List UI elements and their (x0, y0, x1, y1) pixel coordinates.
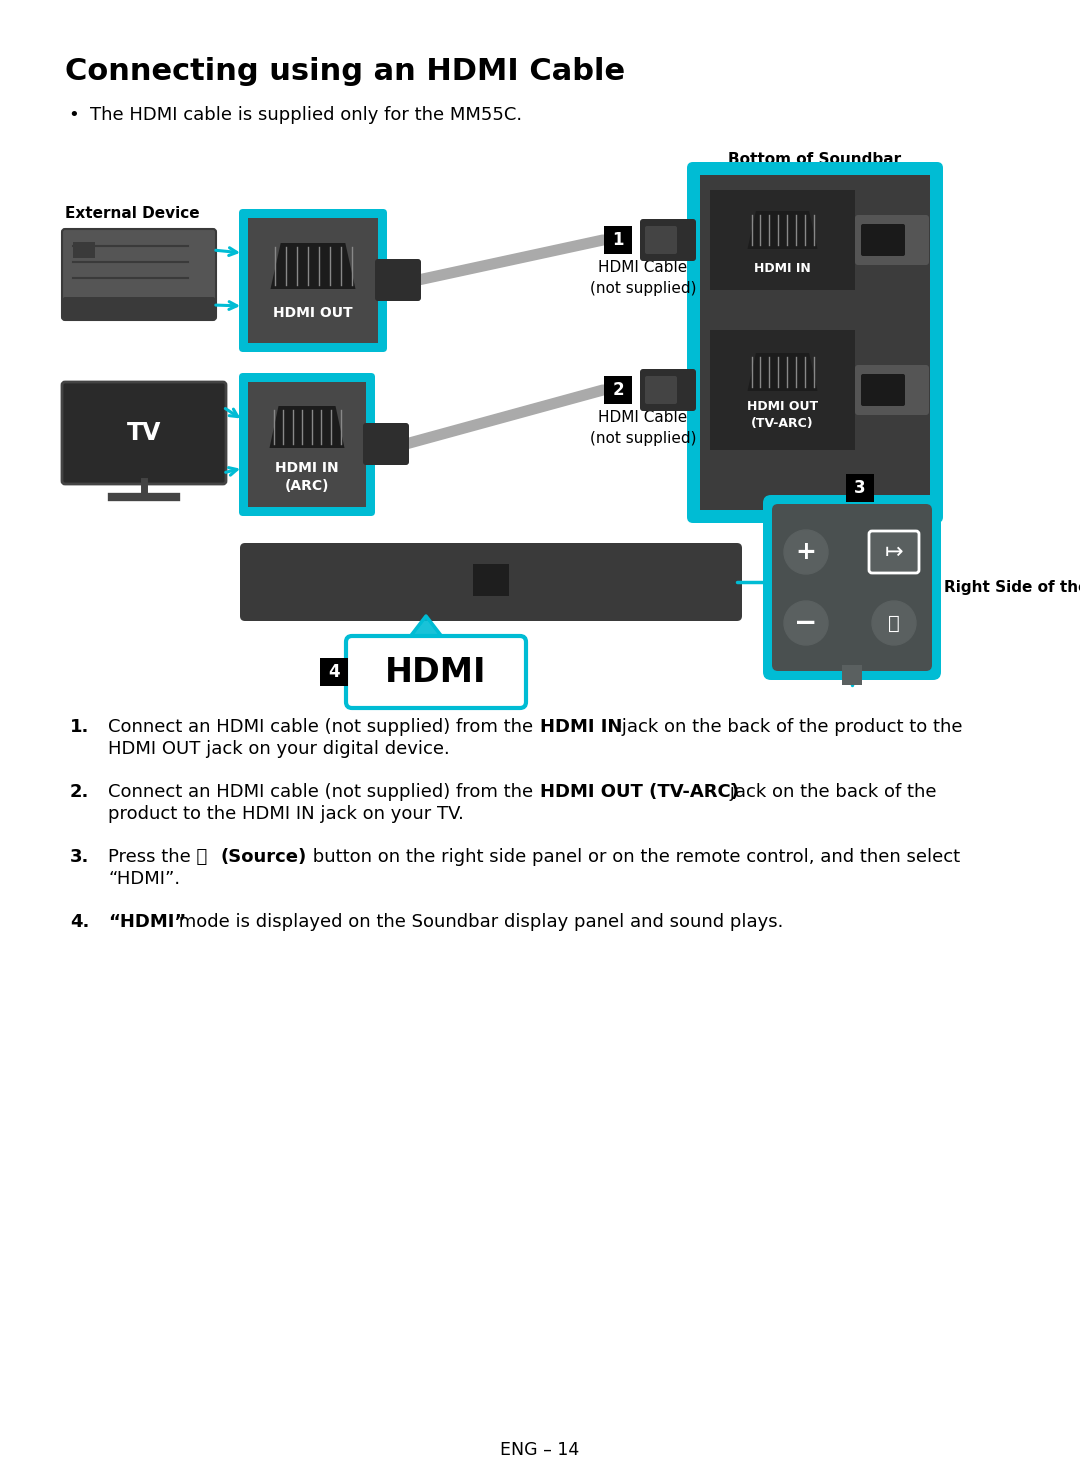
Text: Bottom of Soundbar: Bottom of Soundbar (728, 152, 902, 167)
Text: 2: 2 (612, 382, 624, 399)
FancyBboxPatch shape (855, 214, 929, 265)
Text: HDMI IN
(ARC): HDMI IN (ARC) (275, 461, 339, 493)
Text: 1: 1 (612, 231, 624, 248)
Bar (473, 563, 509, 596)
Bar (604, 226, 632, 254)
Polygon shape (406, 615, 446, 643)
Text: •: • (68, 106, 79, 124)
Bar (842, 666, 862, 685)
Polygon shape (747, 353, 818, 390)
Text: +: + (796, 540, 816, 563)
Text: 1.: 1. (70, 717, 90, 737)
Text: TV: TV (126, 422, 161, 445)
Bar (73, 243, 95, 257)
Text: HDMI Cable
(not supplied): HDMI Cable (not supplied) (590, 410, 697, 447)
Bar (700, 175, 930, 510)
Text: 3.: 3. (70, 847, 90, 867)
Text: HDMI IN: HDMI IN (540, 717, 622, 737)
Text: ⏻: ⏻ (888, 614, 900, 633)
FancyBboxPatch shape (687, 163, 943, 524)
Text: 4.: 4. (70, 913, 90, 930)
FancyBboxPatch shape (640, 219, 696, 260)
Bar (846, 473, 874, 501)
Circle shape (872, 600, 916, 645)
Text: mode is displayed on the Soundbar display panel and sound plays.: mode is displayed on the Soundbar displa… (173, 913, 783, 930)
FancyBboxPatch shape (640, 368, 696, 411)
Text: Press the Ⓢ: Press the Ⓢ (108, 847, 213, 867)
Text: Connect an HDMI cable (not supplied) from the: Connect an HDMI cable (not supplied) fro… (108, 782, 539, 802)
Text: “HDMI”.: “HDMI”. (108, 870, 180, 887)
Polygon shape (747, 211, 818, 248)
Text: HDMI IN: HDMI IN (754, 262, 811, 275)
Text: Right Side of the Soundbar: Right Side of the Soundbar (944, 580, 1080, 595)
FancyBboxPatch shape (762, 495, 941, 680)
FancyBboxPatch shape (855, 365, 929, 416)
Text: 3: 3 (854, 479, 866, 497)
Bar (604, 376, 632, 404)
FancyBboxPatch shape (861, 223, 905, 256)
Text: The HDMI cable is supplied only for the MM55C.: The HDMI cable is supplied only for the … (90, 106, 522, 124)
Text: (Source): (Source) (220, 847, 307, 867)
Text: jack on the back of the: jack on the back of the (724, 782, 936, 802)
Text: HDMI OUT
(TV-ARC): HDMI OUT (TV-ARC) (747, 401, 818, 429)
FancyBboxPatch shape (861, 374, 905, 407)
Text: jack on the back of the product to the: jack on the back of the product to the (616, 717, 962, 737)
FancyBboxPatch shape (62, 382, 226, 484)
FancyBboxPatch shape (645, 226, 677, 254)
FancyBboxPatch shape (346, 636, 526, 708)
Circle shape (784, 600, 828, 645)
Text: product to the HDMI IN jack on your TV.: product to the HDMI IN jack on your TV. (108, 805, 464, 822)
Polygon shape (270, 407, 345, 448)
Text: Connecting using an HDMI Cable: Connecting using an HDMI Cable (65, 58, 625, 86)
Text: HDMI Cable
(not supplied): HDMI Cable (not supplied) (590, 260, 697, 296)
FancyBboxPatch shape (62, 229, 216, 319)
Text: button on the right side panel or on the remote control, and then select: button on the right side panel or on the… (308, 847, 960, 867)
Text: HDMI OUT (TV-ARC): HDMI OUT (TV-ARC) (540, 782, 739, 802)
Text: 4: 4 (328, 663, 340, 680)
Bar (248, 382, 366, 507)
Bar (710, 330, 855, 450)
FancyBboxPatch shape (363, 423, 409, 464)
Bar (248, 217, 378, 343)
FancyBboxPatch shape (772, 504, 932, 671)
Text: HDMI: HDMI (386, 655, 487, 689)
Polygon shape (270, 243, 355, 288)
Text: 2.: 2. (70, 782, 90, 802)
Text: External Device: External Device (65, 207, 200, 222)
Bar (710, 189, 855, 290)
FancyBboxPatch shape (239, 373, 375, 516)
Text: Connect an HDMI cable (not supplied) from the: Connect an HDMI cable (not supplied) fro… (108, 717, 539, 737)
FancyBboxPatch shape (239, 209, 387, 352)
Text: −: − (795, 609, 818, 637)
Text: ENG – 14: ENG – 14 (500, 1441, 580, 1458)
FancyBboxPatch shape (346, 636, 526, 708)
Text: “HDMI”: “HDMI” (108, 913, 186, 930)
Text: HDMI OUT jack on your digital device.: HDMI OUT jack on your digital device. (108, 740, 449, 759)
Text: HDMI OUT: HDMI OUT (273, 306, 353, 319)
FancyBboxPatch shape (240, 543, 742, 621)
FancyBboxPatch shape (869, 531, 919, 572)
Circle shape (784, 529, 828, 574)
Text: ↦: ↦ (885, 541, 903, 562)
FancyBboxPatch shape (375, 259, 421, 302)
Bar (320, 658, 348, 686)
FancyBboxPatch shape (63, 297, 215, 319)
FancyBboxPatch shape (645, 376, 677, 404)
